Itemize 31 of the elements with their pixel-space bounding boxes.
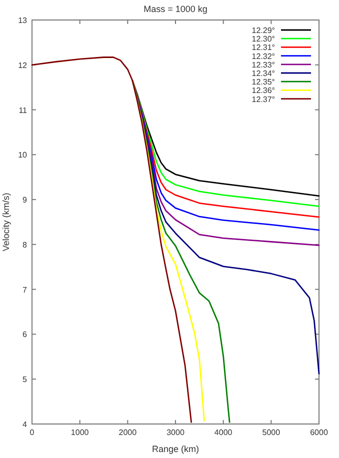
line-series	[132, 80, 320, 374]
legend-label: 12.34°	[252, 69, 275, 78]
legend-label: 12.30°	[252, 34, 275, 44]
x-tick-label: 4000	[214, 428, 233, 437]
x-axis-title: Range (km)	[152, 444, 200, 454]
legend-label: 12.36°	[252, 86, 275, 96]
x-tick-label: 3000	[166, 428, 185, 437]
x-tick-label: 1000	[70, 428, 90, 437]
y-tick-label: 9	[22, 196, 28, 205]
y-tick-label: 11	[18, 106, 28, 115]
x-tick-label: 0	[30, 428, 35, 437]
x-tick-label: 2000	[118, 428, 138, 437]
legend-label: 12.32°	[252, 52, 275, 61]
legend-label: 12.31°	[252, 43, 275, 52]
y-tick-label: 8	[22, 240, 28, 250]
y-tick-label: 12	[18, 60, 28, 70]
x-tick-label: 5000	[262, 428, 281, 437]
line-series	[31, 56, 192, 423]
legend-label: 12.29°	[252, 26, 275, 35]
legend-label: 12.33°	[252, 60, 275, 70]
y-tick-label: 7	[22, 285, 28, 294]
legend-label: 12.35°	[252, 78, 275, 87]
y-tick-label: 13	[18, 16, 28, 25]
chart-title: Mass = 1000 kg	[144, 4, 208, 14]
y-axis-title: Velocity (km/s)	[1, 192, 11, 252]
x-tick-label: 6000	[310, 428, 328, 437]
legend-label: 12.37°	[252, 94, 275, 104]
y-tick-label: 4	[22, 420, 28, 429]
y-tick-label: 10	[18, 150, 28, 160]
y-tick-label: 5	[22, 375, 28, 384]
y-tick-label: 6	[22, 330, 28, 340]
